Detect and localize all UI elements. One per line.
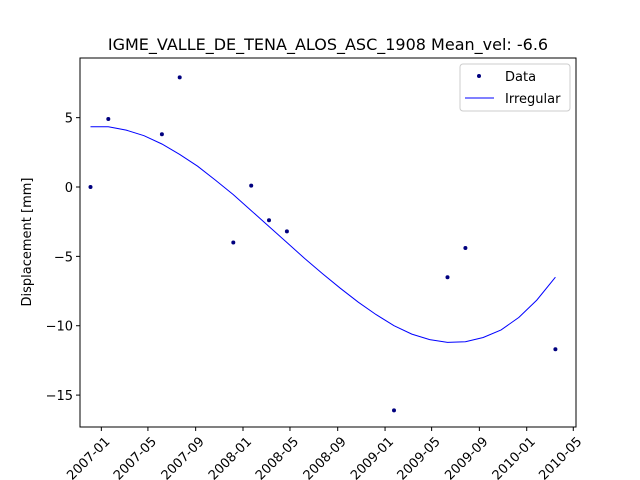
x-tick-label: 2007-09: [159, 434, 208, 480]
data-point: [284, 229, 289, 234]
y-tick-label: −5: [54, 250, 73, 265]
x-tick-label: 2007-01: [64, 434, 113, 480]
chart-title: IGME_VALLE_DE_TENA_ALOS_ASC_1908 Mean_ve…: [108, 35, 548, 55]
data-point: [445, 275, 450, 280]
data-points-layer: [88, 75, 558, 413]
legend-label-irregular: Irregular: [505, 92, 561, 107]
fit-line-layer: [90, 126, 556, 343]
x-axis-ticks: 2007-012007-052007-092008-012008-052008-…: [64, 427, 585, 480]
x-tick-label: 2009-09: [442, 434, 491, 480]
data-point: [267, 218, 271, 223]
data-point: [463, 246, 468, 250]
x-tick-label: 2009-01: [348, 434, 397, 480]
irregular-fit-line: [90, 126, 556, 343]
plot-area: [79, 57, 577, 428]
x-tick-label: 2010-05: [536, 434, 585, 480]
data-point: [392, 408, 396, 413]
x-tick-label: 2008-09: [301, 434, 350, 480]
y-tick-label: −10: [46, 320, 73, 335]
data-point: [88, 185, 93, 189]
data-point: [553, 347, 558, 352]
x-tick-label: 2008-05: [253, 434, 302, 480]
y-axis-ticks: 5 0 −5 −10 −15: [46, 112, 80, 404]
legend-box: [459, 63, 571, 112]
x-tick-label: 2008-01: [206, 434, 255, 480]
data-point: [159, 132, 164, 137]
legend-data-marker: [477, 74, 481, 78]
x-tick-label: 2009-05: [395, 434, 444, 480]
data-point: [106, 117, 111, 121]
data-point: [177, 75, 182, 80]
data-point: [231, 240, 236, 245]
x-tick-label: 2010-01: [490, 434, 539, 480]
y-tick-label: 5: [65, 112, 73, 127]
y-axis-label: Displacement [mm]: [20, 178, 35, 307]
legend: Data Irregular: [459, 63, 571, 112]
y-tick-label: −15: [46, 389, 73, 404]
y-tick-label: 0: [65, 181, 73, 196]
legend-label-data: Data: [505, 70, 536, 85]
x-tick-label: 2007-05: [111, 434, 160, 480]
data-point: [249, 183, 254, 188]
